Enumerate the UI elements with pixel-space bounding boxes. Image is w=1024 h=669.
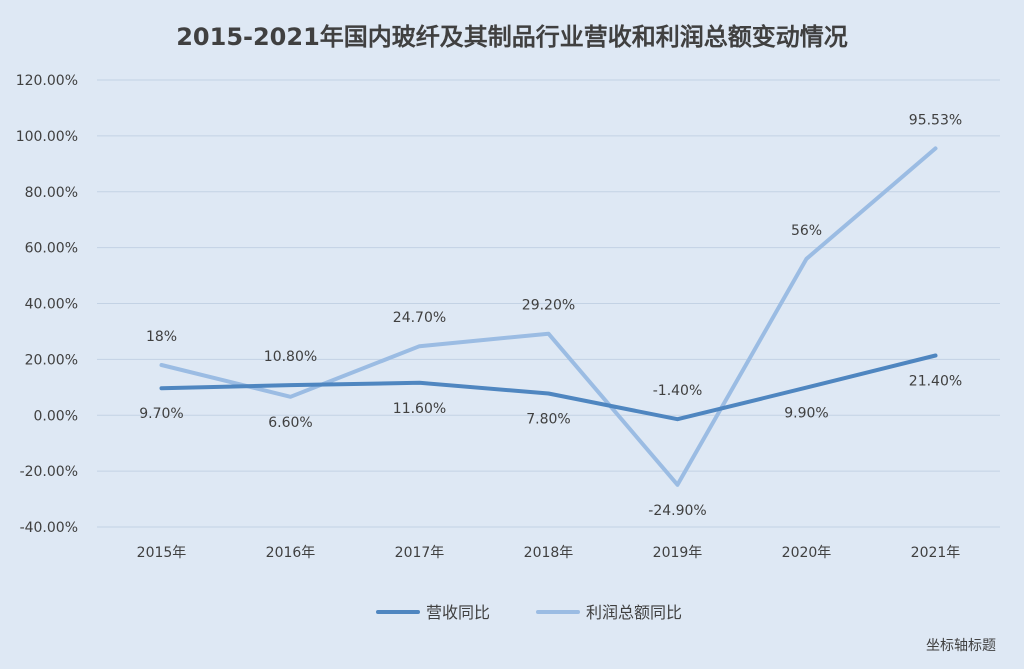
y-tick-label: 100.00% xyxy=(16,129,78,145)
x-tick-label: 2015年 xyxy=(137,545,187,561)
legend: 营收同比 利润总额同比 xyxy=(376,603,682,622)
x-tick-label: 2018年 xyxy=(524,545,574,561)
revenue-data-label: 21.40% xyxy=(909,373,962,389)
series-lines xyxy=(159,146,938,487)
y-tick-label: 120.00% xyxy=(16,73,78,89)
x-tick-label: 2017年 xyxy=(395,545,445,561)
x-axis-tick-labels: 2015年 2016年 2017年 2018年 2019年 2020年 2021年 xyxy=(137,545,961,561)
y-tick-label: 80.00% xyxy=(25,185,78,201)
y-tick-label: 60.00% xyxy=(25,241,78,257)
profit-data-label: 95.53% xyxy=(909,112,962,128)
y-tick-label: -20.00% xyxy=(20,464,78,480)
profit-data-label: 29.20% xyxy=(522,298,575,314)
profit-yoy-line xyxy=(159,146,938,487)
gridlines xyxy=(97,79,1000,528)
revenue-data-label: 9.90% xyxy=(784,406,828,422)
profit-data-label: 56% xyxy=(791,223,822,239)
legend-item-profit: 利润总额同比 xyxy=(536,603,682,622)
legend-label: 利润总额同比 xyxy=(586,603,682,622)
y-axis-tick-labels: -40.00% -20.00% 0.00% 20.00% 40.00% 60.00% 80.… xyxy=(16,73,78,536)
data-labels: 9.70% 18% 10.80% 6.60% 11.60% 24.70% 7.80% 29.2… xyxy=(139,112,962,518)
x-tick-label: 2019年 xyxy=(653,545,703,561)
revenue-data-label: 7.80% xyxy=(526,411,570,427)
legend-label: 营收同比 xyxy=(426,603,490,622)
x-tick-label: 2020年 xyxy=(782,545,832,561)
profit-data-label: 6.60% xyxy=(268,415,312,431)
revenue-data-label: 10.80% xyxy=(264,349,317,365)
profit-data-label: 24.70% xyxy=(393,310,446,326)
y-tick-label: 0.00% xyxy=(34,408,78,424)
revenue-yoy-line xyxy=(159,353,938,422)
y-tick-label: 40.00% xyxy=(25,297,78,313)
revenue-data-label: -1.40% xyxy=(653,383,703,399)
y-tick-label: 20.00% xyxy=(25,352,78,368)
legend-item-revenue: 营收同比 xyxy=(376,603,490,622)
y-tick-label: -40.00% xyxy=(20,520,78,536)
x-tick-label: 2021年 xyxy=(911,545,961,561)
x-axis-title: 坐标轴标题 xyxy=(926,638,996,654)
profit-data-label: 18% xyxy=(146,329,177,345)
chart-title: 2015-2021年国内玻纤及其制品行业营收和利润总额变动情况 xyxy=(176,23,848,51)
x-tick-label: 2016年 xyxy=(266,545,316,561)
profit-data-label: -24.90% xyxy=(648,503,706,519)
revenue-data-label: 11.60% xyxy=(393,401,446,417)
revenue-data-label: 9.70% xyxy=(139,406,183,422)
